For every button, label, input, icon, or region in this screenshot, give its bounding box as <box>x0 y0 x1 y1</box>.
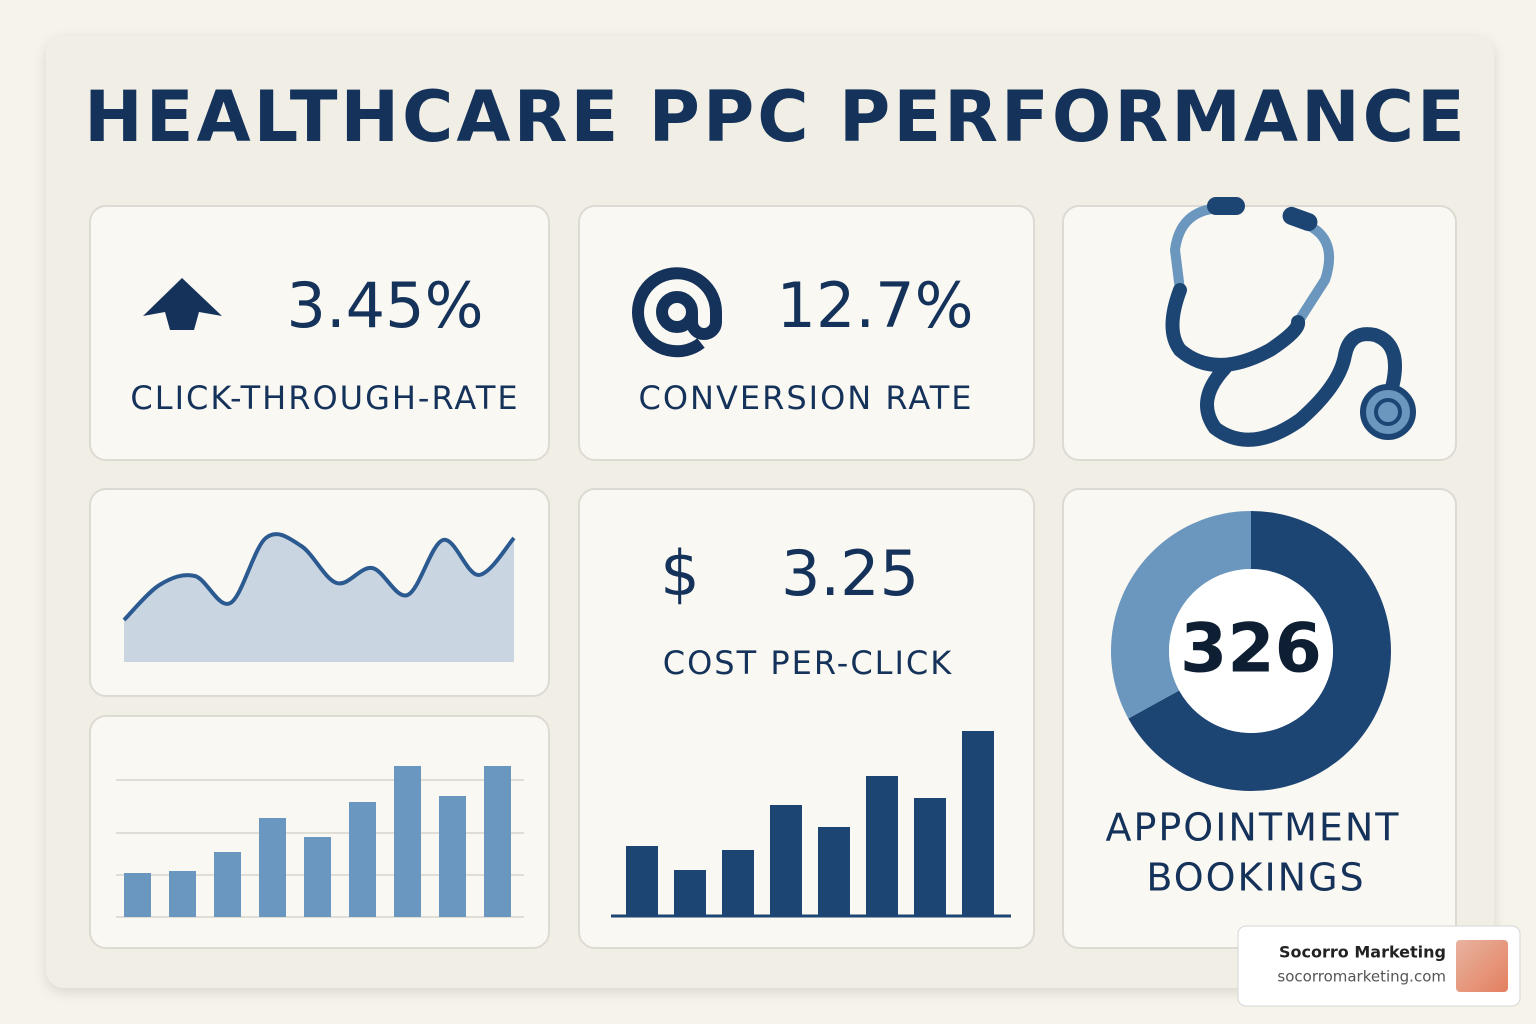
bar <box>439 796 466 917</box>
bar <box>349 802 376 917</box>
metric-value: 3.25 <box>781 537 919 610</box>
card <box>578 205 1035 461</box>
bar <box>484 766 511 917</box>
watermark-name: Socorro Marketing <box>1279 943 1446 962</box>
bar <box>394 766 421 917</box>
watermark <box>1237 925 1521 1007</box>
bar <box>626 846 658 916</box>
metric-value: 12.7% <box>777 269 974 342</box>
bar <box>124 873 151 917</box>
bar <box>770 805 802 916</box>
metric-label: COST PER-CLICK <box>663 644 954 682</box>
metric-value: 3.45% <box>287 269 484 342</box>
watermark-url: socorromarketing.com <box>1277 968 1446 986</box>
donut-segment <box>1110 511 1251 719</box>
bar <box>722 850 754 916</box>
donut-segment <box>1128 511 1391 791</box>
stethoscope-icon <box>1165 197 1416 447</box>
metric-label: CONVERSION RATE <box>639 379 974 417</box>
bar <box>674 870 706 916</box>
logo <box>1456 940 1508 992</box>
card <box>1062 205 1457 461</box>
bar <box>214 852 241 917</box>
metric-value: 326 <box>1180 610 1322 689</box>
bar <box>962 731 994 916</box>
bar <box>169 871 196 917</box>
card <box>89 205 550 461</box>
bar <box>914 798 946 916</box>
donut-hole <box>1169 569 1333 733</box>
metric-label: CLICK-THROUGH-RATE <box>130 379 519 417</box>
bar <box>259 818 286 917</box>
bar <box>304 837 331 917</box>
bar <box>818 827 850 916</box>
area <box>124 534 514 662</box>
metric-label: BOOKINGS <box>1146 856 1365 900</box>
currency-symbol: $ <box>660 537 699 610</box>
metric-label: APPOINTMENT <box>1105 806 1400 850</box>
at-icon <box>632 267 722 358</box>
title: HEALTHCARE PPC PERFORMANCE <box>84 76 1468 158</box>
bar <box>866 776 898 916</box>
arrow-icon <box>143 278 222 330</box>
line <box>122 532 516 622</box>
